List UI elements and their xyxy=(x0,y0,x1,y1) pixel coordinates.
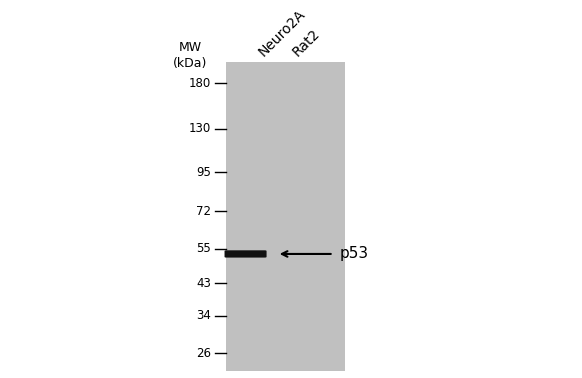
Text: 26: 26 xyxy=(196,347,211,360)
FancyBboxPatch shape xyxy=(227,252,264,256)
Text: (kDa): (kDa) xyxy=(173,57,207,70)
FancyBboxPatch shape xyxy=(226,251,265,257)
Text: 55: 55 xyxy=(196,242,211,255)
FancyBboxPatch shape xyxy=(226,251,265,257)
Text: 72: 72 xyxy=(196,204,211,218)
Text: 180: 180 xyxy=(189,76,211,90)
Text: 34: 34 xyxy=(196,309,211,322)
FancyBboxPatch shape xyxy=(225,250,267,257)
Text: Rat2: Rat2 xyxy=(290,26,322,59)
Text: 95: 95 xyxy=(196,166,211,179)
FancyBboxPatch shape xyxy=(228,252,264,256)
FancyBboxPatch shape xyxy=(229,253,262,255)
FancyBboxPatch shape xyxy=(228,253,263,256)
Text: 130: 130 xyxy=(189,122,211,135)
Text: Neuro2A: Neuro2A xyxy=(255,7,308,59)
FancyBboxPatch shape xyxy=(225,251,266,257)
Text: p53: p53 xyxy=(339,246,368,262)
Text: MW: MW xyxy=(178,41,201,54)
FancyBboxPatch shape xyxy=(226,62,345,371)
Text: 43: 43 xyxy=(196,277,211,290)
